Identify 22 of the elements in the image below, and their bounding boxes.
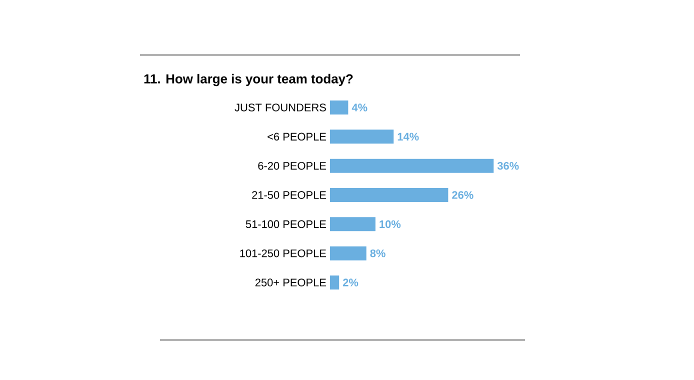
y-tick-label: 101-250 PEOPLE bbox=[240, 249, 326, 258]
data-label: 14% bbox=[398, 132, 419, 141]
bar bbox=[330, 276, 340, 290]
chart-title: 11. How large is your team today? bbox=[144, 74, 353, 86]
data-label: 4% bbox=[352, 104, 368, 112]
bar bbox=[330, 130, 394, 144]
y-tick-label: 21-50 PEOPLE bbox=[252, 191, 326, 199]
y-tick-label: JUST FOUNDERS bbox=[234, 104, 326, 112]
data-label: 2% bbox=[342, 278, 358, 286]
data-label: 36% bbox=[497, 162, 519, 170]
y-tick-label: <6 PEOPLE bbox=[268, 132, 326, 141]
bar bbox=[330, 188, 448, 202]
data-label: 10% bbox=[380, 220, 401, 228]
bar bbox=[330, 100, 348, 115]
bar bbox=[330, 246, 366, 260]
data-label: 8% bbox=[370, 249, 386, 258]
y-tick-label: 6-20 PEOPLE bbox=[258, 162, 326, 170]
y-tick-label: 250+ PEOPLE bbox=[255, 278, 326, 286]
data-label: 26% bbox=[452, 191, 474, 199]
bar bbox=[330, 217, 376, 232]
bar bbox=[330, 158, 494, 173]
y-tick-label: 51-100 PEOPLE bbox=[246, 220, 326, 228]
